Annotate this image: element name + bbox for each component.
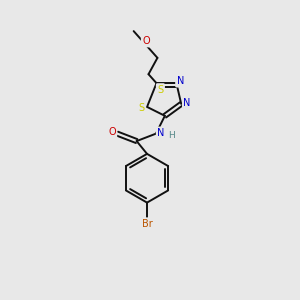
- Text: S: S: [139, 103, 145, 113]
- Text: O: O: [108, 127, 116, 137]
- Text: N: N: [177, 76, 184, 86]
- Text: H: H: [168, 130, 175, 140]
- Text: N: N: [184, 98, 191, 108]
- Text: Br: Br: [142, 219, 152, 229]
- Text: N: N: [157, 128, 165, 138]
- Text: O: O: [142, 36, 150, 46]
- Text: S: S: [157, 85, 164, 95]
